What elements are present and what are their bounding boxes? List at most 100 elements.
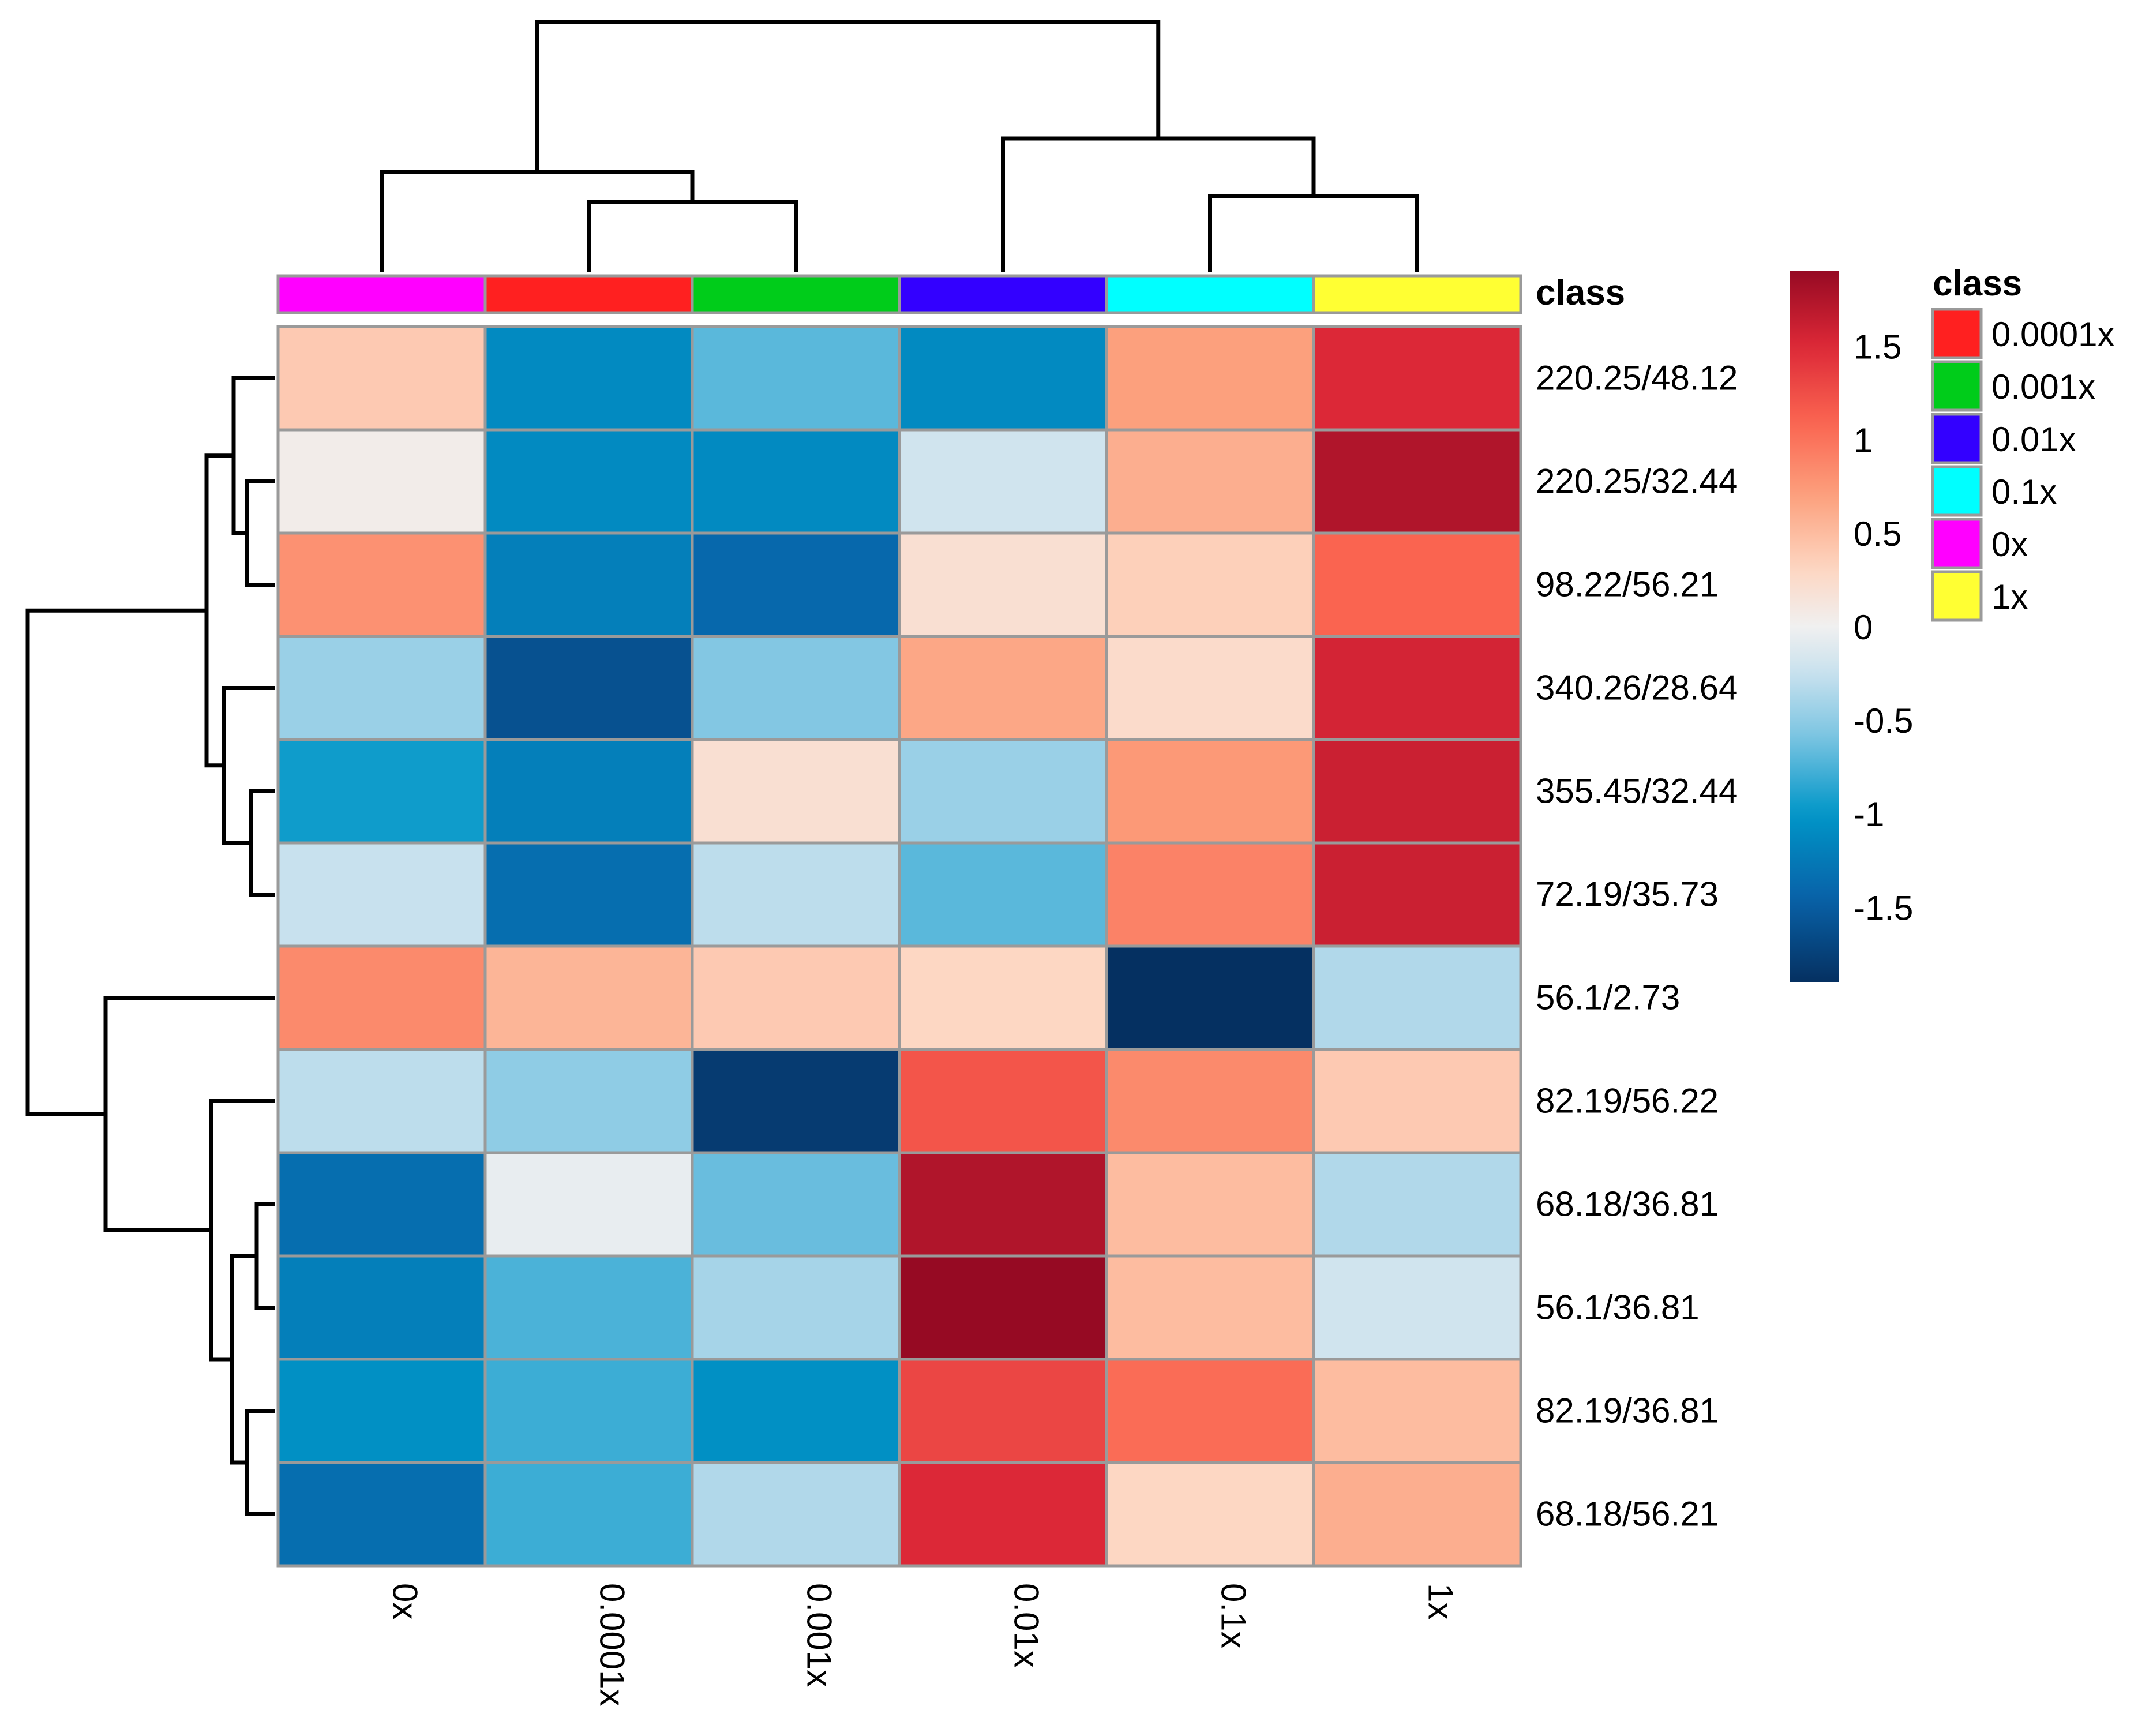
heatmap-cell — [691, 428, 901, 535]
legend-label: 0.001x — [1991, 368, 2095, 406]
column-labels: 0x 0.0001x 0.001x 0.01x 0.1x 1x — [386, 1583, 1460, 1707]
heatmap-cell — [898, 1254, 1108, 1361]
column-label: 0.0001x — [593, 1583, 632, 1707]
dendrogram-branch — [535, 20, 1161, 172]
heatmap-cell — [276, 1461, 487, 1568]
heatmap-cell — [276, 428, 487, 535]
annotation-cell — [483, 274, 694, 314]
heatmap-cell — [276, 635, 487, 741]
heatmap-cell — [276, 1254, 487, 1361]
heatmap-cell — [898, 325, 1108, 432]
row-labels: 220.25/48.12 220.25/32.44 98.22/56.21 340.2… — [1536, 359, 1738, 1533]
heatmap-cell — [1312, 841, 1522, 948]
heatmap-cell — [691, 738, 901, 845]
heatmap-cell — [1312, 428, 1522, 535]
heatmap-cell — [691, 1358, 901, 1464]
dendrogram-branch — [25, 608, 207, 1116]
heatmap-cell — [1105, 841, 1315, 948]
row-label: 82.19/36.81 — [1536, 1392, 1719, 1430]
heatmap-cell — [1105, 428, 1315, 535]
row-label: 56.1/36.81 — [1536, 1288, 1700, 1327]
heatmap-cell — [276, 531, 487, 638]
heatmap-cell — [1105, 944, 1315, 1051]
heatmap-cell — [1312, 635, 1522, 741]
color-scale-tick-label: -0.5 — [1854, 702, 1913, 740]
class-legend: class 0.0001x 0.001x 0.01x 0.1x 0x 1x — [1931, 264, 2115, 622]
heatmap-cell — [691, 1048, 901, 1154]
heatmap-cell — [276, 841, 487, 948]
legend-label: 1x — [1991, 578, 2028, 616]
heatmap-cell — [898, 1151, 1108, 1258]
dendrogram-branch — [245, 1409, 275, 1516]
dendrogram-branch — [1001, 136, 1316, 272]
heatmap-cell — [483, 1461, 694, 1568]
heatmap-cell — [1312, 1358, 1522, 1464]
heatmap-cell — [483, 1358, 694, 1464]
color-scale-bar: 1.5 1 0.5 0 -0.5 -1 -1.5 — [1790, 271, 1913, 982]
legend-title: class — [1933, 264, 2022, 303]
heatmap-cells — [276, 325, 1522, 1568]
heatmap-cell — [483, 738, 694, 845]
heatmap-cell — [898, 531, 1108, 638]
row-label: 98.22/56.21 — [1536, 565, 1719, 604]
heatmap-cell — [483, 944, 694, 1051]
heatmap-cell — [1105, 1151, 1315, 1258]
color-scale-tick-label: 1 — [1854, 421, 1873, 460]
heatmap-cell — [483, 1151, 694, 1258]
heatmap-cell — [1312, 1254, 1522, 1361]
color-scale-tick-label: 0.5 — [1854, 515, 1901, 553]
row-label: 220.25/48.12 — [1536, 359, 1738, 398]
column-label: 1x — [1421, 1583, 1460, 1619]
heatmap-cell — [898, 841, 1108, 948]
legend-label: 0x — [1991, 525, 2028, 564]
heatmap-cell — [1105, 1358, 1315, 1464]
color-scale-tick-label: -1.5 — [1854, 888, 1913, 927]
heatmap-cell — [483, 635, 694, 741]
column-label: 0.01x — [1007, 1583, 1046, 1668]
row-label: 68.18/36.81 — [1536, 1185, 1719, 1224]
annotation-cell — [1105, 274, 1315, 314]
column-label: 0.1x — [1214, 1583, 1253, 1648]
row-dendrogram — [25, 376, 275, 1516]
heatmap-cell — [1312, 325, 1522, 432]
heatmap-cell — [898, 944, 1108, 1051]
heatmap-cell — [1312, 738, 1522, 845]
heatmap-cell — [483, 531, 694, 638]
annotation-cell — [898, 274, 1108, 314]
column-label: 0x — [386, 1583, 425, 1619]
heatmap-cell — [691, 1461, 901, 1568]
dendrogram-branch — [249, 789, 275, 897]
heatmap-cell — [1312, 1048, 1522, 1154]
legend-swatch — [1931, 413, 1983, 464]
heatmap-cell — [691, 635, 901, 741]
dendrogram-branch — [204, 453, 234, 768]
heatmap-cell — [1312, 1461, 1522, 1568]
heatmap-cell — [1312, 944, 1522, 1051]
row-label: 82.19/56.22 — [1536, 1082, 1719, 1120]
dendrogram-branch — [254, 1202, 275, 1310]
legend-swatch — [1931, 465, 1983, 517]
row-label: 72.19/35.73 — [1536, 875, 1719, 914]
legend-swatch — [1931, 518, 1983, 569]
annotation-cell — [1312, 274, 1522, 314]
legend-swatch — [1931, 570, 1983, 622]
heatmap-cell — [691, 841, 901, 948]
row-label: 56.1/2.73 — [1536, 978, 1680, 1017]
color-scale-tick-label: 1.5 — [1854, 328, 1901, 366]
row-label: 355.45/32.44 — [1536, 772, 1738, 811]
heatmap-cell — [483, 325, 694, 432]
heatmap-cell — [1105, 1254, 1315, 1361]
heatmap-cell — [691, 1254, 901, 1361]
heatmap-cell — [898, 1358, 1108, 1464]
annotation-cell — [691, 274, 901, 314]
annotation-cell — [276, 274, 487, 314]
heatmap-cell — [1312, 1151, 1522, 1258]
heatmap-cell — [898, 635, 1108, 741]
legend-swatch — [1931, 360, 1983, 412]
legend-label: 0.1x — [1991, 473, 2057, 511]
dendrogram-branch — [1208, 194, 1419, 272]
legend-label: 0.01x — [1991, 420, 2076, 459]
heatmap-cell — [691, 531, 901, 638]
legend-label: 0.0001x — [1991, 315, 2115, 354]
